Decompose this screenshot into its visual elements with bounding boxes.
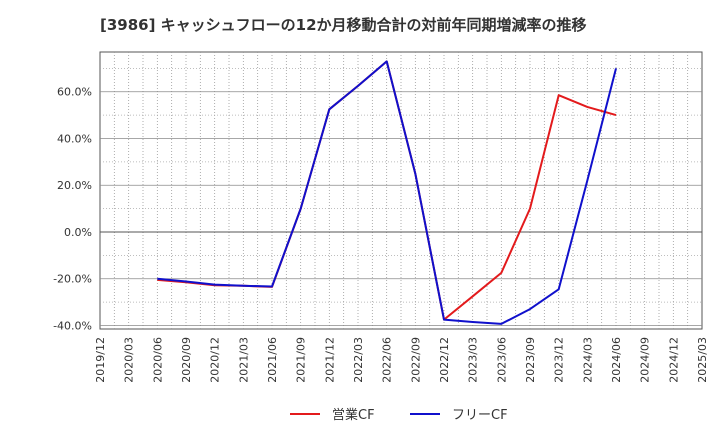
y-tick-label: -20.0% — [53, 273, 92, 286]
x-gridlines — [113, 52, 689, 329]
x-tick-label: 2021/06 — [266, 337, 279, 383]
x-tick-label: 2022/03 — [352, 337, 365, 383]
chart-title: [3986] キャッシュフローの12か月移動合計の対前年同期増減率の推移 — [100, 16, 587, 34]
x-tick-label: 2020/03 — [123, 337, 136, 383]
y-gridlines — [100, 67, 702, 326]
y-tick-label: 0.0% — [64, 226, 92, 239]
y-tick-label: 40.0% — [57, 132, 92, 145]
x-tick-label: 2019/12 — [94, 337, 107, 383]
x-tick-label: 2023/03 — [467, 337, 480, 383]
x-tick-label: 2022/06 — [381, 337, 394, 383]
x-tick-label: 2023/12 — [553, 337, 566, 383]
y-axis: -40.0% -20.0% 0.0% 20.0% 40.0% 60.0% — [53, 86, 92, 333]
x-tick-label: 2022/09 — [409, 337, 422, 383]
series-line-free-cf — [157, 60, 617, 325]
x-tick-label: 2025/03 — [696, 337, 709, 383]
x-tick-label: 2021/09 — [295, 337, 308, 383]
x-tick-label: 2023/06 — [495, 337, 508, 383]
legend-label: 営業CF — [332, 407, 375, 423]
x-tick-label: 2023/09 — [524, 337, 537, 383]
x-tick-label: 2024/03 — [581, 337, 594, 383]
legend-label: フリーCF — [452, 408, 508, 423]
x-tick-label: 2022/12 — [438, 337, 451, 383]
x-tick-label: 2024/12 — [667, 337, 680, 383]
x-tick-label: 2024/09 — [639, 337, 652, 383]
x-tick-label: 2024/06 — [610, 337, 623, 383]
x-axis: 2019/12 2020/03 2020/06 2020/09 2020/12 2021/… — [94, 337, 709, 383]
y-tick-label: 60.0% — [57, 86, 92, 99]
x-tick-label: 2020/12 — [209, 337, 222, 383]
y-tick-label: 20.0% — [57, 179, 92, 192]
legend: 営業CF フリーCF — [290, 407, 508, 423]
series-layer — [157, 60, 617, 325]
x-tick-label: 2020/06 — [151, 337, 164, 383]
y-tick-label: -40.0% — [53, 319, 92, 332]
x-tick-label: 2021/12 — [323, 337, 336, 383]
x-tick-label: 2021/03 — [237, 337, 250, 383]
x-tick-label: 2020/09 — [180, 337, 193, 383]
